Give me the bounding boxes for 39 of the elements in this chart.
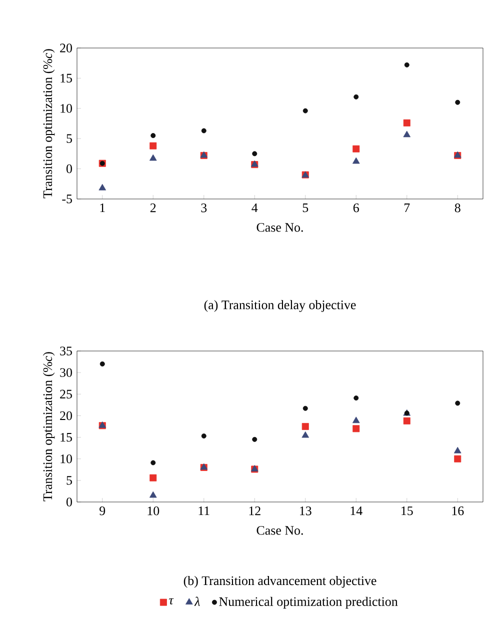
y-tick-label: 20: [60, 44, 72, 52]
x-tick-label: 9: [100, 506, 106, 516]
y-axis-title: Transition optimization (%c): [42, 49, 55, 198]
y-tick-label: 25: [60, 390, 72, 398]
legend-label: λ: [194, 596, 200, 606]
y-tick-label: 35: [60, 346, 72, 356]
text: (a) Transition delay objective: [204, 300, 356, 312]
y-tick-label: 15: [60, 74, 72, 83]
x-tick-label: 6: [353, 204, 359, 212]
x-axis-title: Case No.: [256, 223, 303, 232]
x-tick-label: 10: [148, 506, 160, 516]
x-tick-label: 13: [300, 506, 312, 516]
y-tick-label: 10: [60, 454, 72, 464]
x-tick-label: 11: [198, 506, 210, 516]
y-tick-label: 0: [66, 164, 72, 174]
y-tick-label: 10: [60, 104, 72, 113]
x-tick-label: 1: [100, 204, 105, 212]
y-tick-label: 0: [66, 498, 72, 506]
legend-label: τ: [169, 598, 174, 604]
y-tick-label: 15: [60, 432, 72, 442]
y-tick-label: 5: [66, 476, 72, 485]
x-tick-label: 14: [350, 506, 362, 516]
x-tick-label: 8: [454, 204, 460, 212]
x-tick-label: 2: [150, 204, 156, 212]
x-tick-label: 4: [252, 204, 258, 212]
y-tick-label: 20: [60, 411, 72, 420]
x-tick-label: 5: [302, 204, 308, 212]
x-tick-label: 12: [249, 506, 260, 516]
y-tick-label: 5: [66, 134, 72, 143]
y-tick-label: 30: [60, 368, 72, 377]
x-tick-label: 16: [452, 506, 464, 516]
y-axis-title: Transition optimization (%c): [42, 352, 55, 502]
y-tick-label: -5: [62, 194, 72, 204]
text: (b) Transition advancement objective: [184, 576, 376, 588]
x-tick-label: 7: [404, 204, 410, 212]
x-tick-label: 3: [201, 204, 207, 212]
legend-label: Numerical optimization prediction: [219, 596, 398, 609]
x-axis-title: Case No.: [256, 526, 303, 535]
x-tick-label: 15: [402, 506, 413, 516]
